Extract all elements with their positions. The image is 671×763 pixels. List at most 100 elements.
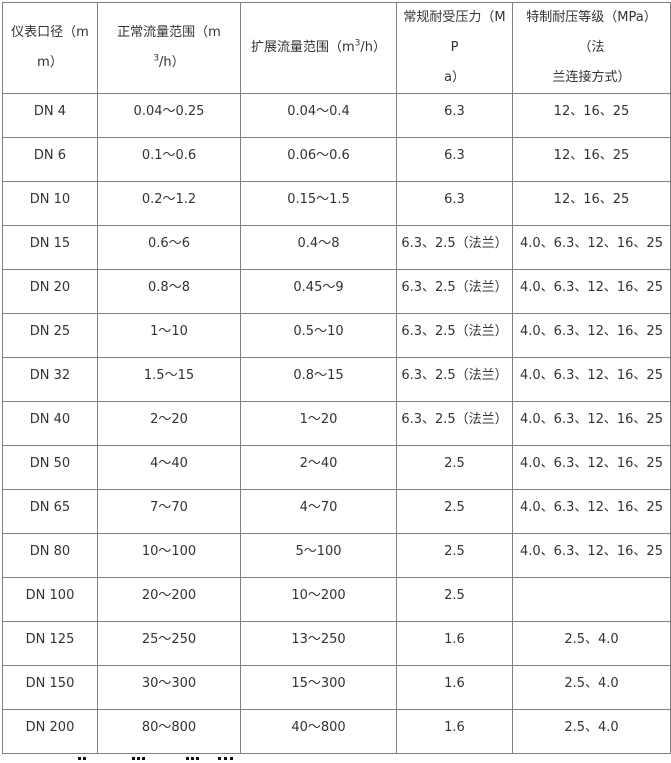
column-header-2: 正常流量范围（m3/h） bbox=[97, 2, 241, 94]
column-header-4: 常规耐受压力（MP a） bbox=[396, 2, 513, 94]
table-cell: 0.8～8 bbox=[97, 269, 241, 314]
table-cell bbox=[512, 577, 671, 622]
table-cell: DN 100 bbox=[2, 577, 98, 622]
table-cell: 0.8～15 bbox=[240, 357, 397, 402]
table-cell: 12、16、25 bbox=[512, 181, 671, 226]
table-cell: 1～20 bbox=[240, 401, 397, 446]
table-cell: 0.6～6 bbox=[97, 225, 241, 270]
table-cell: 1.6 bbox=[396, 621, 513, 666]
table-body: DN 4 0.04～0.25 0.04～0.4 6.3 12、16、25 DN 6 0.1～… bbox=[2, 93, 671, 754]
table-row: DN 150 30～300 15～300 1.6 2.5、4.0 bbox=[2, 665, 671, 710]
table-cell: 6.3、2.5（法兰） bbox=[396, 225, 513, 270]
table-cell: 15～300 bbox=[240, 665, 397, 710]
table-cell: DN 6 bbox=[2, 137, 98, 182]
table-cell: 4.0、6.3、12、16、25 bbox=[512, 313, 671, 358]
table-cell: 0.04～0.25 bbox=[97, 93, 241, 138]
table-cell: 4.0、6.3、12、16、25 bbox=[512, 269, 671, 314]
table-row: DN 65 7～70 4～70 2.5 4.0、6.3、12、16、25 bbox=[2, 489, 671, 534]
table-cell: DN 65 bbox=[2, 489, 98, 534]
table-cell: 2.5、4.0 bbox=[512, 665, 671, 710]
table-cell: DN 150 bbox=[2, 665, 98, 710]
superscript: 3 bbox=[354, 38, 361, 49]
table-cell: 0.2～1.2 bbox=[97, 181, 241, 226]
table-cell: 10～100 bbox=[97, 533, 241, 578]
table-cell: 1～10 bbox=[97, 313, 241, 358]
table-cell: 2～40 bbox=[240, 445, 397, 490]
table-cell: 10～200 bbox=[240, 577, 397, 622]
table-cell: DN 40 bbox=[2, 401, 98, 446]
table-cell: 7～70 bbox=[97, 489, 241, 534]
table-cell: 4～40 bbox=[97, 445, 241, 490]
table-row: DN 4 0.04～0.25 0.04～0.4 6.3 12、16、25 bbox=[2, 93, 671, 138]
table-cell: 2.5、4.0 bbox=[512, 621, 671, 666]
table-cell: 0.15～1.5 bbox=[240, 181, 397, 226]
table-cell: 0.4～8 bbox=[240, 225, 397, 270]
table-cell: 6.3、2.5（法兰） bbox=[396, 357, 513, 402]
table-cell: 4.0、6.3、12、16、25 bbox=[512, 445, 671, 490]
table-row: DN 40 2～20 1～20 6.3、2.5（法兰） 4.0、6.3、12、16、25 bbox=[2, 401, 671, 446]
table-row: DN 15 0.6～6 0.4～8 6.3、2.5（法兰） 4.0、6.3、12、16、… bbox=[2, 225, 671, 270]
table-row: DN 125 25～250 13～250 1.6 2.5、4.0 bbox=[2, 621, 671, 666]
table-cell: DN 15 bbox=[2, 225, 98, 270]
table-cell: 20～200 bbox=[97, 577, 241, 622]
table-cell: 4.0、6.3、12、16、25 bbox=[512, 401, 671, 446]
table-cell: 4～70 bbox=[240, 489, 397, 534]
table-cell: 6.3 bbox=[396, 181, 513, 226]
table-cell: DN 32 bbox=[2, 357, 98, 402]
table-row: DN 80 10～100 5～100 2.5 4.0、6.3、12、16、25 bbox=[2, 533, 671, 578]
table-row: DN 20 0.8～8 0.45～9 6.3、2.5（法兰） 4.0、6.3、12、16… bbox=[2, 269, 671, 314]
table-row: DN 100 20～200 10～200 2.5 bbox=[2, 577, 671, 622]
table-cell: DN 20 bbox=[2, 269, 98, 314]
table-cell: 0.1～0.6 bbox=[97, 137, 241, 182]
table-cell: 5～100 bbox=[240, 533, 397, 578]
table-cell: 30～300 bbox=[97, 665, 241, 710]
table-cell: DN 200 bbox=[2, 709, 98, 754]
table-cell: 1.5～15 bbox=[97, 357, 241, 402]
table-cell: 2～20 bbox=[97, 401, 241, 446]
table-cell: 6.3、2.5（法兰） bbox=[396, 401, 513, 446]
table-row: DN 32 1.5～15 0.8～15 6.3、2.5（法兰） 4.0、6.3、12、1… bbox=[2, 357, 671, 402]
table-cell: 2.5 bbox=[396, 533, 513, 578]
table-row: DN 25 1～10 0.5～10 6.3、2.5（法兰） 4.0、6.3、12、16、… bbox=[2, 313, 671, 358]
table-cell: 2.5 bbox=[396, 445, 513, 490]
table-cell: 0.06～0.6 bbox=[240, 137, 397, 182]
table-cell: DN 10 bbox=[2, 181, 98, 226]
table-cell: 6.3 bbox=[396, 93, 513, 138]
table-cell: 6.3、2.5（法兰） bbox=[396, 269, 513, 314]
table-cell: DN 25 bbox=[2, 313, 98, 358]
table-row: DN 200 80～800 40～800 1.6 2.5、4.0 bbox=[2, 709, 671, 754]
table-cell: 1.6 bbox=[396, 709, 513, 754]
clipped-text-fragment bbox=[2, 757, 671, 763]
table-cell: 13～250 bbox=[240, 621, 397, 666]
table-cell: 0.5～10 bbox=[240, 313, 397, 358]
table-cell: 80～800 bbox=[97, 709, 241, 754]
table-cell: 6.3、2.5（法兰） bbox=[396, 313, 513, 358]
table-row: DN 10 0.2～1.2 0.15～1.5 6.3 12、16、25 bbox=[2, 181, 671, 226]
table-cell: 6.3 bbox=[396, 137, 513, 182]
table-row: DN 6 0.1～0.6 0.06～0.6 6.3 12、16、25 bbox=[2, 137, 671, 182]
column-header-1: 仪表口径（m m） bbox=[2, 2, 98, 94]
table-cell: 4.0、6.3、12、16、25 bbox=[512, 225, 671, 270]
table-cell: 25～250 bbox=[97, 621, 241, 666]
table-cell: 40～800 bbox=[240, 709, 397, 754]
table-cell: DN 50 bbox=[2, 445, 98, 490]
column-header-3: 扩展流量范围（m3/h） bbox=[240, 2, 397, 94]
table-cell: 4.0、6.3、12、16、25 bbox=[512, 489, 671, 534]
table-cell: 0.45～9 bbox=[240, 269, 397, 314]
table-cell: DN 125 bbox=[2, 621, 98, 666]
table-cell: 1.6 bbox=[396, 665, 513, 710]
superscript: 3 bbox=[153, 53, 160, 64]
table-cell: 4.0、6.3、12、16、25 bbox=[512, 357, 671, 402]
table-cell: 12、16、25 bbox=[512, 93, 671, 138]
table-cell: DN 4 bbox=[2, 93, 98, 138]
table-cell: 4.0、6.3、12、16、25 bbox=[512, 533, 671, 578]
table-row: DN 50 4～40 2～40 2.5 4.0、6.3、12、16、25 bbox=[2, 445, 671, 490]
header-row: 仪表口径（m m） 正常流量范围（m3/h） 扩展流量范围（m3/h） 常规耐受压力（M… bbox=[2, 2, 671, 94]
table-cell: 0.04～0.4 bbox=[240, 93, 397, 138]
column-header-5: 特制耐压等级（MPa）（法 兰连接方式） bbox=[512, 2, 671, 94]
table-cell: 2.5 bbox=[396, 489, 513, 534]
table-cell: 12、16、25 bbox=[512, 137, 671, 182]
table-cell: 2.5、4.0 bbox=[512, 709, 671, 754]
